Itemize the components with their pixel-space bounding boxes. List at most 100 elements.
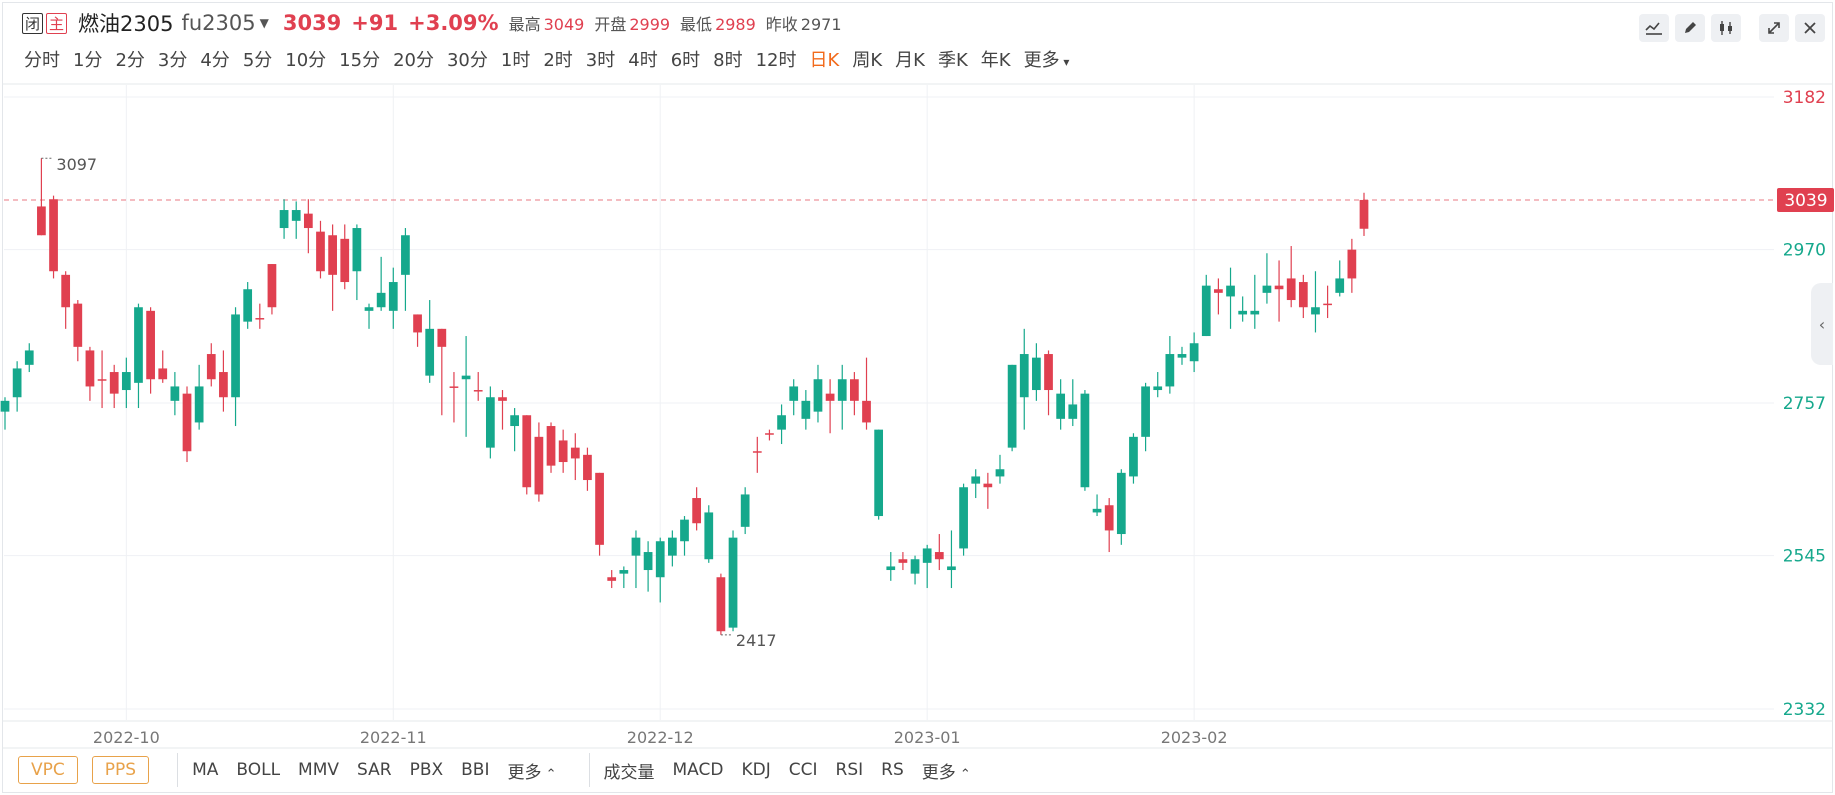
- candle: [692, 487, 702, 531]
- stat-value: 2971: [800, 15, 842, 34]
- draw-pencil-icon[interactable]: [1675, 14, 1705, 42]
- candle-body: [1335, 278, 1345, 293]
- period-tab-19[interactable]: 月K: [895, 50, 925, 71]
- period-tab-12[interactable]: 3时: [585, 50, 616, 71]
- stat-label: 开盘: [594, 15, 627, 34]
- period-tab-17[interactable]: 日K: [809, 50, 840, 71]
- candle-body: [1323, 303, 1332, 306]
- chevron-down-icon[interactable]: ▼: [259, 16, 269, 30]
- candle: [291, 201, 301, 239]
- main-indicator-4[interactable]: PBX: [409, 760, 444, 780]
- sub-indicator-3[interactable]: CCI: [788, 760, 818, 780]
- candle: [959, 483, 968, 556]
- period-tab-14[interactable]: 6时: [670, 50, 701, 71]
- candle-style-icon[interactable]: [1711, 14, 1741, 42]
- candle: [1153, 372, 1163, 398]
- period-tab-13[interactable]: 4时: [628, 50, 658, 71]
- candle: [1250, 274, 1260, 329]
- candle: [279, 199, 289, 239]
- close-icon[interactable]: [1795, 14, 1825, 42]
- main-indicator-0[interactable]: MA: [192, 760, 219, 780]
- candle: [425, 300, 435, 383]
- candle-body: [401, 235, 410, 275]
- candle: [704, 505, 714, 563]
- expand-icon[interactable]: [1759, 14, 1789, 42]
- period-tab-10[interactable]: 1时: [500, 50, 531, 71]
- chevron-up-icon: ⌃: [541, 766, 557, 782]
- instrument-name[interactable]: 燃油2305: [78, 12, 174, 36]
- candle-body: [1116, 472, 1126, 535]
- candle-body: [510, 415, 519, 427]
- candle: [813, 364, 823, 423]
- period-tab-22[interactable]: 更多 ▾: [1023, 50, 1070, 71]
- period-tab-16[interactable]: 12时: [755, 50, 797, 71]
- main-indicator-6[interactable]: 更多 ⌃: [507, 762, 557, 783]
- candle: [1007, 364, 1017, 452]
- indicator-button-pps[interactable]: PPS: [91, 756, 150, 784]
- candle: [1141, 382, 1150, 452]
- period-tab-3[interactable]: 3分: [157, 50, 188, 71]
- stat-value: 2999: [629, 15, 671, 34]
- candle-body: [85, 350, 95, 387]
- candle: [752, 436, 762, 473]
- main-indicator-2[interactable]: MMV: [298, 760, 340, 780]
- chevron-left-icon[interactable]: ‹: [1811, 283, 1833, 365]
- candle-body: [704, 512, 714, 560]
- sub-indicator-4[interactable]: RSI: [835, 760, 864, 780]
- candle: [631, 530, 641, 589]
- candle-body: [1165, 354, 1175, 387]
- candle-body: [595, 472, 604, 545]
- period-tab-0[interactable]: 分时: [24, 50, 60, 71]
- instrument-code[interactable]: fu2305: [181, 11, 256, 35]
- x-tick-label: 2022-10: [93, 728, 160, 747]
- sub-indicator-1[interactable]: MACD: [672, 760, 724, 780]
- candle: [340, 224, 350, 290]
- closed-tag: 闭: [22, 12, 43, 34]
- sub-indicator-5[interactable]: RS: [881, 760, 904, 780]
- main-indicator-1[interactable]: BOLL: [236, 760, 281, 780]
- indicator-button-vpc[interactable]: VPC: [18, 756, 78, 784]
- candle: [1201, 274, 1211, 337]
- candle: [158, 350, 168, 383]
- period-tab-15[interactable]: 8时: [713, 50, 743, 71]
- period-tab-5[interactable]: 5分: [242, 50, 273, 71]
- candle: [595, 472, 604, 556]
- high-label: 3097: [56, 155, 97, 174]
- candle: [777, 404, 786, 445]
- period-tab-9[interactable]: 30分: [446, 50, 488, 71]
- chevron-up-icon: ⌃: [955, 766, 971, 782]
- sub-indicator-2[interactable]: KDJ: [741, 760, 771, 780]
- candle-body: [1262, 285, 1272, 293]
- candle-body: [1359, 199, 1369, 229]
- period-tab-7[interactable]: 15分: [339, 50, 381, 71]
- main-indicator-3[interactable]: SAR: [357, 760, 392, 780]
- period-tab-8[interactable]: 20分: [393, 50, 434, 71]
- period-tab-6[interactable]: 10分: [285, 50, 327, 71]
- candle-body: [667, 537, 677, 556]
- period-tab-4[interactable]: 4分: [200, 50, 230, 71]
- x-tick-label: 2022-12: [627, 728, 694, 747]
- main-indicator-5[interactable]: BBI: [461, 760, 490, 780]
- stat-2: 最低 2989: [680, 11, 756, 35]
- candle: [1056, 379, 1066, 430]
- candle-body: [837, 379, 847, 401]
- period-tab-1[interactable]: 1分: [73, 50, 103, 71]
- candle-body: [352, 228, 362, 272]
- period-tab-11[interactable]: 2时: [543, 50, 573, 71]
- candle-body: [498, 397, 507, 401]
- candle: [765, 429, 774, 441]
- sub-indicator-0[interactable]: 成交量: [603, 762, 655, 783]
- candle: [364, 303, 374, 329]
- period-tab-2[interactable]: 2分: [115, 50, 145, 71]
- period-tab-18[interactable]: 周K: [852, 50, 883, 71]
- candle-body: [1019, 354, 1029, 398]
- candle: [801, 390, 811, 430]
- candle-body: [1214, 289, 1223, 293]
- candle: [1068, 379, 1078, 427]
- period-tab-20[interactable]: 季K: [937, 50, 968, 71]
- period-tab-21[interactable]: 年K: [980, 50, 1011, 71]
- candle-body: [449, 386, 459, 388]
- sub-indicator-6[interactable]: 更多 ⌃: [921, 762, 971, 783]
- indicator-line-icon[interactable]: [1639, 14, 1669, 42]
